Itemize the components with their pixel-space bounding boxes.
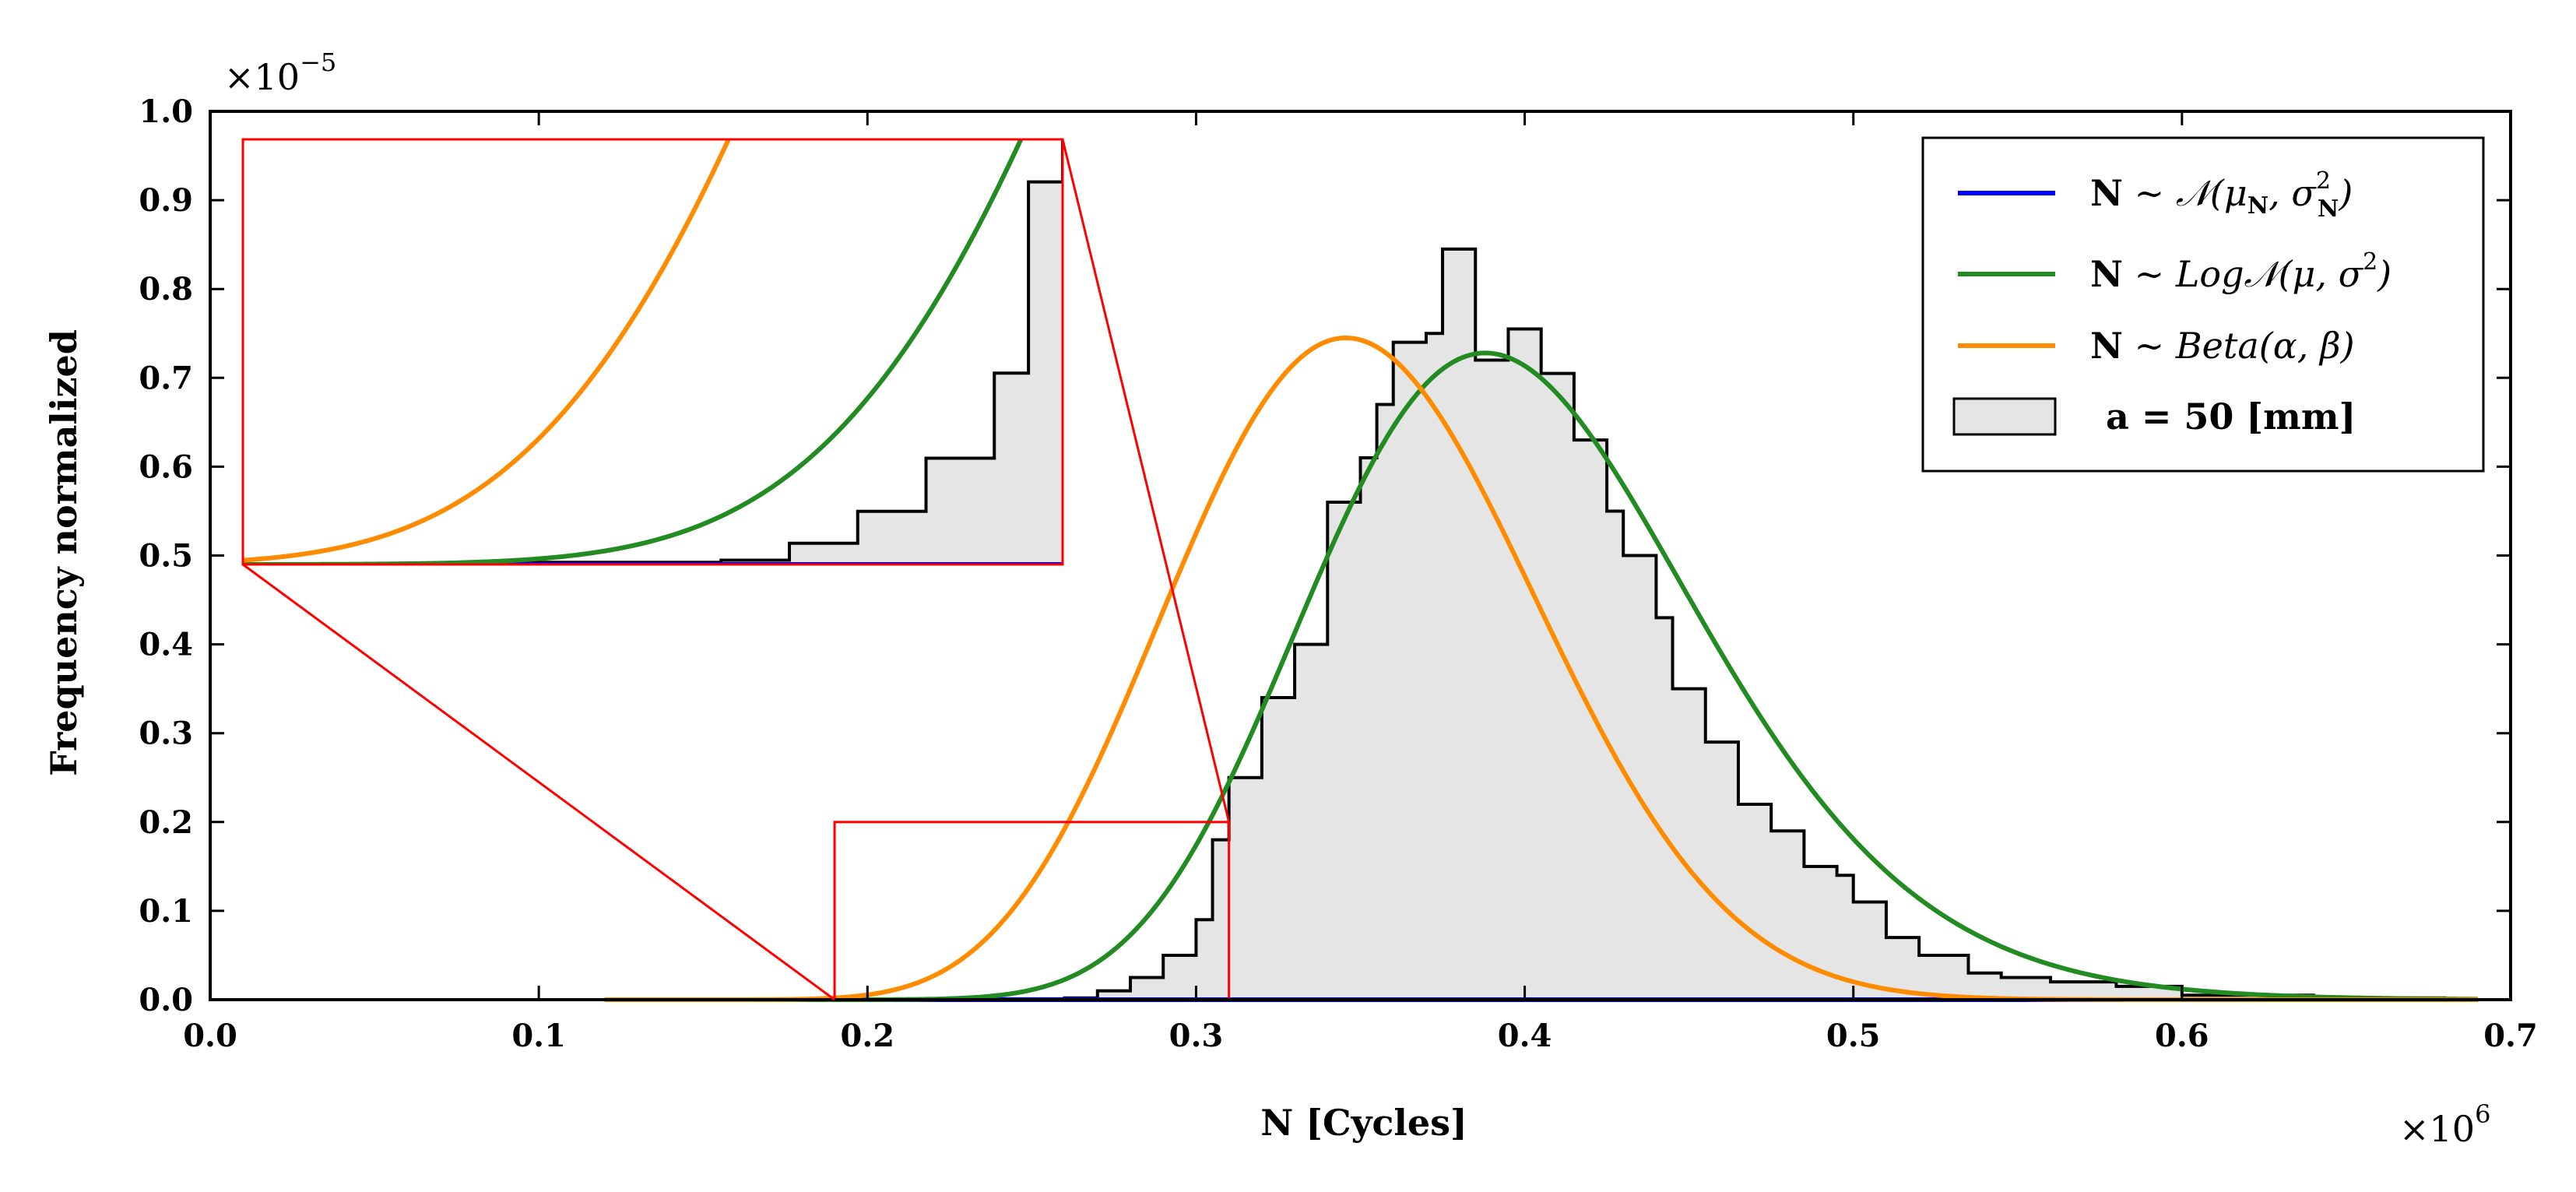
x-tick-label: 0.6 bbox=[2155, 1018, 2209, 1054]
y-multiplier: ×10−5 bbox=[224, 47, 336, 98]
legend-label-lognormal: N ~ Log𝒩(μ, σ2) bbox=[2090, 248, 2391, 295]
y-tick-label: 0.6 bbox=[139, 448, 193, 485]
y-tick-label: 1.0 bbox=[139, 93, 193, 130]
legend-label-histogram: a = 50 [mm] bbox=[2106, 396, 2356, 438]
y-tick-label: 0.9 bbox=[139, 182, 193, 219]
legend-label-normal: N ~ 𝒩(μN, σ2 N) bbox=[2090, 167, 2353, 223]
x-tick-label: 0.3 bbox=[1169, 1018, 1224, 1054]
y-tick-label: 0.5 bbox=[139, 538, 193, 575]
x-tick-label: 0.7 bbox=[2483, 1018, 2538, 1054]
x-tick-label: 0.2 bbox=[840, 1018, 894, 1054]
y-axis-label: Frequency normalized bbox=[43, 329, 85, 776]
y-tick-label: 0.8 bbox=[139, 271, 193, 308]
y-tick-label: 0.3 bbox=[139, 716, 193, 752]
x-axis-label: N [Cycles] bbox=[1260, 1102, 1467, 1144]
legend-label-beta: N ~ Beta(α, β) bbox=[2090, 325, 2355, 367]
histogram-fill bbox=[835, 248, 2478, 1000]
x-tick-label: 0.1 bbox=[511, 1018, 566, 1054]
inset-beta-curve bbox=[243, 139, 732, 563]
x-tick-label: 0.5 bbox=[1826, 1018, 1881, 1054]
zoom-inset bbox=[241, 138, 1231, 1001]
x-tick-label: 0.0 bbox=[183, 1018, 237, 1054]
axis-ticks: 0.0 0.1 0.2 0.3 0.4 0.5 0.6 0.7 0.0 0.1 0.2 0.3 0.4 0… bbox=[139, 93, 2537, 1054]
inset-histogram-outline bbox=[243, 139, 1063, 564]
zoom-connector-left bbox=[242, 563, 835, 1001]
x-tick-label: 0.4 bbox=[1498, 1018, 1552, 1054]
legend-swatch-histogram bbox=[1952, 397, 2057, 436]
zoom-connector-right bbox=[1061, 139, 1231, 823]
y-tick-label: 0.1 bbox=[139, 893, 193, 930]
y-tick-label: 0.2 bbox=[139, 804, 193, 841]
y-tick-label: 0.7 bbox=[139, 360, 193, 396]
y-tick-label: 0.4 bbox=[139, 627, 193, 663]
legend: N ~ 𝒩(μN, σ2 N) N ~ Log𝒩(μ, σ2) N ~ Beta(… bbox=[1921, 136, 2485, 473]
histogram-outline bbox=[835, 247, 2478, 1001]
inset-frame bbox=[241, 138, 1064, 566]
y-tick-label: 0.0 bbox=[139, 982, 193, 1018]
inset-histogram-fill bbox=[243, 139, 1063, 564]
x-multiplier: ×106 bbox=[2399, 1099, 2490, 1150]
